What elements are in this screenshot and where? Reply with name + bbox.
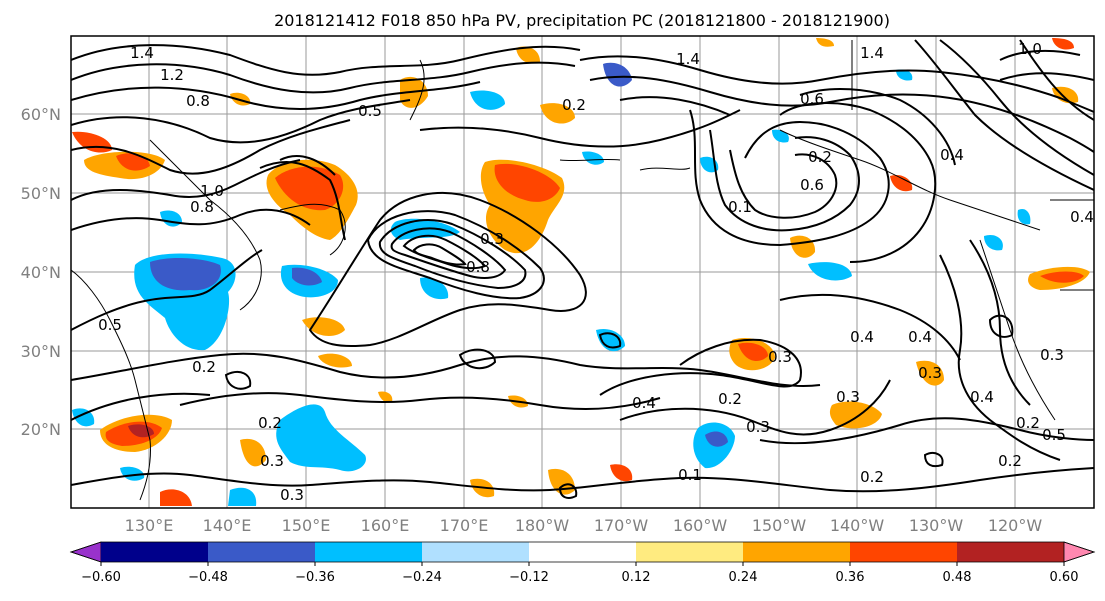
lat-label: 30°N — [21, 342, 61, 361]
lon-label: 160°W — [673, 516, 728, 535]
lat-label: 20°N — [21, 420, 61, 439]
contour-label: 0.2 — [192, 358, 216, 376]
lon-label: 160°E — [361, 516, 410, 535]
colorbar-tick-label: 0.48 — [943, 570, 972, 585]
colorbar-segment — [850, 542, 958, 562]
colorbar-segment — [208, 542, 316, 562]
contour-label: 0.1 — [728, 198, 752, 216]
colorbar: −0.60 −0.48 −0.36 −0.24 −0.12 0.12 0.24 0.36 0.4… — [69, 541, 1096, 585]
contour-label: 0.2 — [562, 96, 586, 114]
lon-label: 150°E — [282, 516, 331, 535]
contour-label: 0.4 — [970, 388, 994, 406]
lat-label: 50°N — [21, 184, 61, 203]
contour-label: 0.8 — [186, 92, 210, 110]
lon-label: 130°W — [909, 516, 964, 535]
colorbar-tick-label: −0.12 — [509, 570, 549, 585]
lon-label: 120°W — [988, 516, 1043, 535]
colorbar-extend-min — [69, 541, 102, 563]
colorbar-tick-label: −0.36 — [295, 570, 335, 585]
contour-label: 0.3 — [746, 418, 770, 436]
contour-label: 0.4 — [908, 328, 932, 346]
contour-label: 0.3 — [918, 364, 942, 382]
latitude-labels: 60°N 50°N 40°N 30°N 20°N — [21, 105, 61, 439]
lon-label: 150°W — [752, 516, 807, 535]
colorbar-tick-label: 0.24 — [729, 570, 758, 585]
contour-label: 1.4 — [676, 50, 700, 68]
contour-label: 0.2 — [808, 148, 832, 166]
coastlines — [71, 40, 1094, 501]
lon-label: 130°E — [125, 516, 174, 535]
lon-label: 180°W — [515, 516, 570, 535]
lat-label: 40°N — [21, 263, 61, 282]
contour-label: 1.2 — [160, 66, 184, 84]
colorbar-segment — [529, 542, 637, 562]
lon-label: 170°W — [594, 516, 649, 535]
colorbar-tick-label: 0.36 — [836, 570, 865, 585]
contour-label: 1.4 — [860, 44, 884, 62]
contour-label: 0.5 — [358, 102, 382, 120]
colorbar-segment — [743, 542, 851, 562]
colorbar-tick-label: 0.60 — [1050, 570, 1079, 585]
contour-label: 0.2 — [860, 468, 884, 486]
longitude-labels: 130°E 140°E 150°E 160°E 170°E 180°W 170°… — [125, 516, 1043, 535]
contour-label: 0.2 — [718, 390, 742, 408]
contour-label: 0.5 — [98, 316, 122, 334]
contour-label: 0.3 — [260, 452, 284, 470]
lon-label: 140°E — [203, 516, 252, 535]
contour-label: 0.6 — [800, 90, 824, 108]
contour-label: 0.8 — [190, 198, 214, 216]
colorbar-segment — [315, 542, 423, 562]
contour-label: 0.4 — [1070, 208, 1094, 226]
contour-label: 0.4 — [632, 394, 656, 412]
contour-label: 0.3 — [280, 486, 304, 504]
colorbar-tick-label: −0.24 — [402, 570, 442, 585]
contour-label: 0.8 — [466, 258, 490, 276]
colorbar-tick-label: 0.12 — [622, 570, 651, 585]
colorbar-segment — [422, 542, 530, 562]
lat-label: 60°N — [21, 105, 61, 124]
colorbar-segment — [101, 542, 209, 562]
contour-label: 0.3 — [836, 388, 860, 406]
colorbar-segment — [636, 542, 744, 562]
contour-labels: 1.4 1.2 0.8 0.5 0.2 1.4 1.0 0.8 0.6 0.2 … — [98, 40, 1094, 504]
contour-label: 0.3 — [1040, 346, 1064, 364]
precip-fill-areas — [72, 38, 1090, 506]
contour-label: 0.6 — [800, 176, 824, 194]
contour-label: 0.4 — [850, 328, 874, 346]
lon-label: 170°E — [440, 516, 489, 535]
map-frame — [70, 35, 1095, 509]
colorbar-extend-max — [1063, 541, 1096, 563]
contour-label: 0.5 — [1042, 426, 1066, 444]
contour-label: 0.1 — [678, 466, 702, 484]
colorbar-tick-label: −0.48 — [188, 570, 228, 585]
colorbar-tick-label: −0.60 — [81, 570, 121, 585]
contour-label: 1.4 — [130, 44, 154, 62]
pv-contours — [71, 39, 1094, 499]
contour-label: 0.2 — [1016, 414, 1040, 432]
contour-label: 0.3 — [768, 348, 792, 366]
contour-label: 1.0 — [1018, 40, 1042, 58]
colorbar-segment — [957, 542, 1065, 562]
contour-label: 0.2 — [258, 414, 282, 432]
contour-label: 1.0 — [200, 182, 224, 200]
contour-label: 0.3 — [480, 230, 504, 248]
contour-label: 0.4 — [940, 146, 964, 164]
lon-label: 140°W — [830, 516, 885, 535]
contour-label: 0.2 — [998, 452, 1022, 470]
map-title: 2018121412 F018 850 hPa PV, precipitatio… — [274, 11, 890, 30]
